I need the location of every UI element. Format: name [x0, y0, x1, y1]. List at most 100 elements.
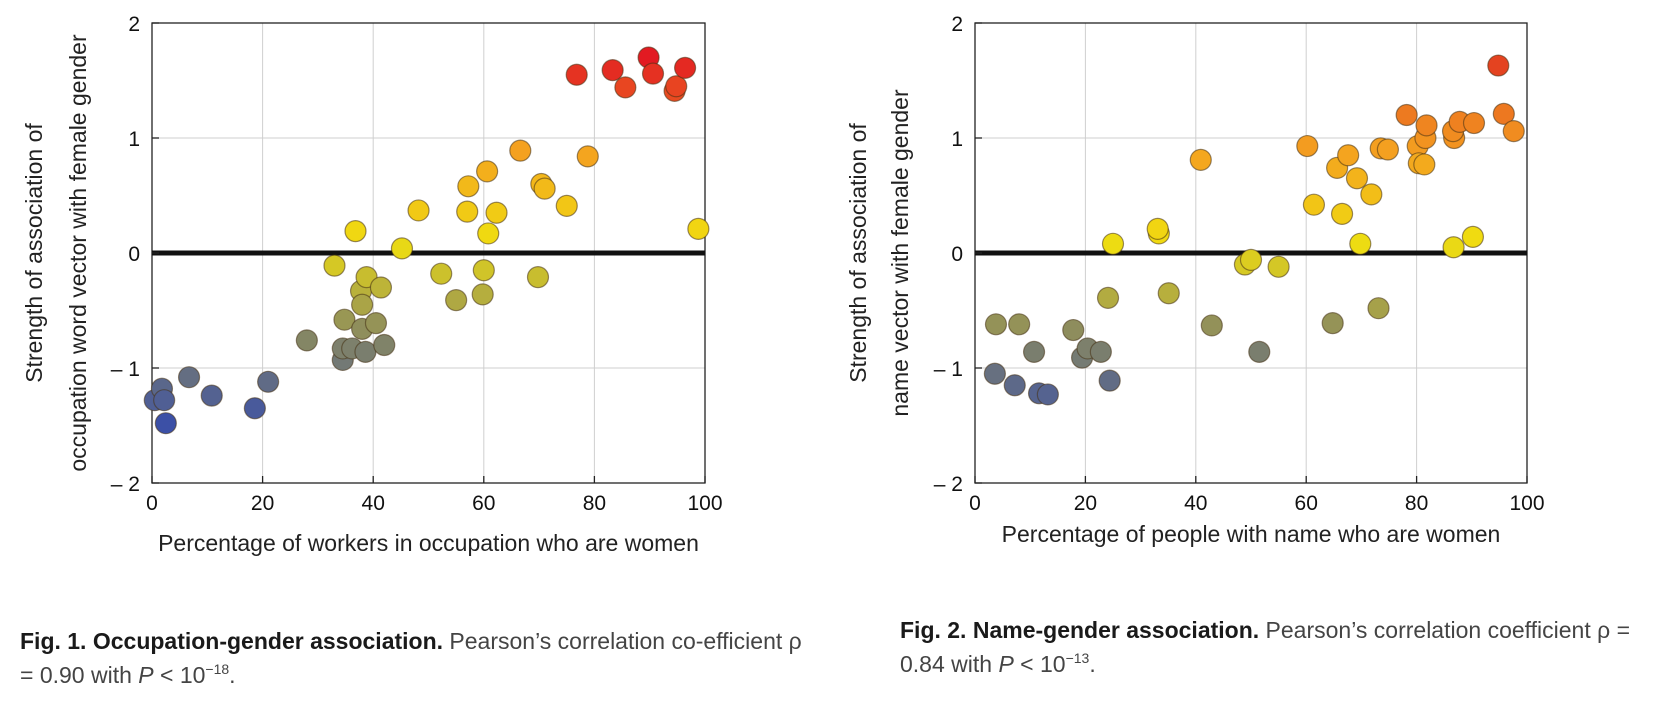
figure-2-caption-end: . — [1089, 651, 1096, 677]
y-axis-label-line-2: name vector with female gender — [887, 89, 913, 417]
data-point — [477, 222, 500, 245]
data-point — [295, 329, 318, 352]
x-tick-label: 20 — [251, 492, 274, 515]
x-tick-label: 100 — [687, 492, 722, 515]
data-point — [1302, 193, 1326, 216]
data-point — [1062, 318, 1085, 342]
x-tick-label: 60 — [1295, 492, 1318, 515]
data-point — [257, 370, 280, 393]
y-tick-label: – 1 — [934, 358, 963, 381]
y-tick-label: 0 — [951, 243, 963, 266]
data-point — [1413, 153, 1436, 176]
y-axis-label-line-1: Strength of association of — [21, 123, 47, 383]
data-point — [1487, 54, 1510, 77]
data-point — [354, 340, 377, 363]
x-tick-label: 80 — [1405, 492, 1428, 515]
data-point — [1492, 102, 1515, 125]
figure-1-caption-end: . — [229, 662, 236, 688]
figure-1-caption-label: Fig. 1. Occupation-gender association. — [20, 628, 444, 654]
x-tick-label: 20 — [1074, 492, 1097, 515]
data-point — [533, 177, 556, 200]
y-axis-label-line-2: occupation word vector with female gende… — [65, 34, 91, 472]
data-point — [445, 289, 468, 312]
data-point — [485, 201, 508, 224]
data-point — [1415, 114, 1438, 137]
y-tick-label: 2 — [951, 13, 963, 36]
data-point — [1360, 183, 1383, 206]
data-point — [153, 389, 176, 412]
y-tick-label: 0 — [128, 243, 140, 266]
data-point — [1462, 111, 1486, 135]
data-point — [1036, 383, 1059, 406]
figure-1-p-symbol: P — [138, 662, 154, 688]
data-point — [576, 145, 599, 168]
data-point — [1267, 255, 1290, 278]
data-point — [1349, 232, 1372, 255]
data-point — [364, 312, 388, 335]
x-tick-label: 60 — [472, 492, 495, 515]
data-point — [509, 139, 532, 162]
figure-2-p-symbol: P — [998, 651, 1014, 677]
data-point — [1089, 340, 1112, 363]
figure-1-caption-text: Pearson’s correlation co-efficient ρ = 0… — [20, 628, 802, 688]
data-point — [1330, 202, 1354, 225]
data-point — [1239, 248, 1263, 271]
data-point — [457, 175, 480, 198]
data-point — [1502, 120, 1525, 143]
data-point — [1098, 369, 1121, 392]
data-point — [390, 237, 414, 260]
y-axis-label-line-1: Strength of association of — [845, 123, 871, 383]
data-point — [1101, 232, 1125, 255]
figure-2-p-relation: < 10 — [1013, 651, 1066, 677]
figure-1-p-exponent: −18 — [205, 661, 230, 677]
data-point — [373, 333, 396, 357]
data-point — [472, 259, 495, 282]
data-point — [1321, 312, 1344, 335]
data-point — [1376, 138, 1399, 161]
data-point — [1003, 374, 1026, 397]
data-point — [1395, 103, 1418, 127]
figure-canvas: 0 20 40 60 80 100 2 1 0 – 1 – 2 Percentage of worke… — [21, 13, 1545, 556]
x-axis-label: Percentage of people with name who are w… — [1002, 521, 1501, 547]
x-tick-label: 100 — [1509, 492, 1544, 515]
data-point — [407, 199, 430, 222]
y-tick-label: – 2 — [111, 473, 140, 496]
data-point — [1296, 134, 1319, 158]
data-point — [1096, 286, 1120, 309]
data-point — [1146, 217, 1169, 240]
data-point — [344, 220, 367, 243]
data-point — [177, 366, 201, 389]
data-point — [1345, 167, 1369, 190]
x-axis-label: Percentage of workers in occupation who … — [158, 530, 699, 556]
data-point — [369, 276, 393, 299]
data-point — [1157, 282, 1180, 305]
data-point — [333, 308, 356, 331]
data-point — [154, 412, 177, 435]
x-tick-label: 40 — [362, 492, 385, 515]
data-point — [601, 59, 624, 82]
data-point — [1337, 144, 1360, 167]
data-point — [555, 194, 578, 217]
data-point — [687, 217, 710, 240]
data-point — [665, 75, 688, 98]
data-point — [526, 266, 550, 289]
y-tick-label: 1 — [951, 128, 963, 151]
data-point — [476, 160, 499, 183]
data-point — [323, 254, 346, 277]
data-point — [430, 262, 453, 285]
data-point — [673, 56, 697, 79]
figure-1-p-relation: < 10 — [153, 662, 206, 688]
data-point — [351, 293, 374, 316]
data-point — [1189, 148, 1212, 171]
data-point — [614, 76, 637, 99]
data-point — [1442, 236, 1465, 259]
data-point — [200, 384, 223, 407]
data-point — [1008, 313, 1031, 336]
data-point — [641, 62, 665, 85]
data-point — [1022, 340, 1046, 363]
x-tick-label: 40 — [1184, 492, 1207, 515]
figure-2-caption: Fig. 2. Name-gender association. Pearson… — [900, 613, 1660, 681]
data-point — [983, 362, 1006, 385]
y-tick-label: 1 — [128, 128, 140, 151]
x-tick-label: 0 — [146, 492, 158, 515]
